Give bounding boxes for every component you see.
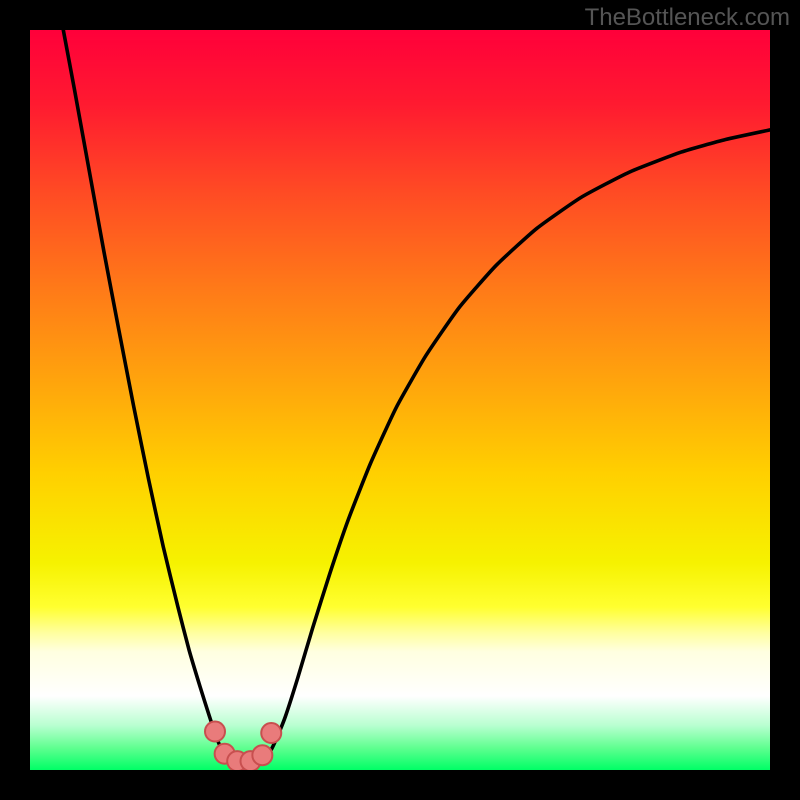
- chart-stage: TheBottleneck.com: [0, 0, 800, 800]
- data-marker-5: [261, 723, 281, 743]
- data-marker-4: [252, 745, 272, 765]
- data-marker-0: [205, 722, 225, 742]
- bottleneck-chart-svg: [0, 0, 800, 800]
